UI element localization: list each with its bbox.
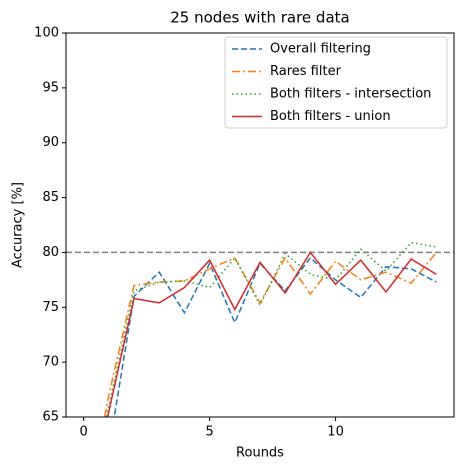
y-tick-label: 65	[42, 410, 59, 425]
x-tick-label: 0	[79, 425, 87, 440]
y-tick-label: 70	[42, 355, 59, 370]
series-line	[103, 251, 437, 417]
y-tick-label: 80	[42, 245, 59, 260]
series-line	[106, 251, 437, 417]
plot-frame	[65, 32, 455, 418]
y-tick-label: 95	[42, 80, 59, 95]
legend-box	[224, 36, 448, 129]
legend-label: Overall filtering	[270, 42, 371, 57]
chart-title: 25 nodes with rare data	[170, 9, 349, 27]
x-tick-label: 10	[327, 425, 344, 440]
legend-label: Both filters - intersection	[270, 87, 431, 102]
x-tick-label: 5	[205, 425, 213, 440]
y-tick-label: 90	[42, 135, 59, 150]
y-tick-label: 100	[34, 26, 59, 41]
legend-label: Both filters - union	[270, 109, 391, 124]
x-axis-label: Rounds	[236, 446, 284, 461]
y-tick-label: 85	[42, 190, 59, 205]
y-tick-label: 75	[42, 300, 59, 315]
series-line	[113, 256, 437, 417]
y-axis-label: Accuracy [%]	[11, 182, 26, 268]
plot-area	[66, 241, 454, 417]
legend-label: Rares filter	[270, 64, 342, 79]
